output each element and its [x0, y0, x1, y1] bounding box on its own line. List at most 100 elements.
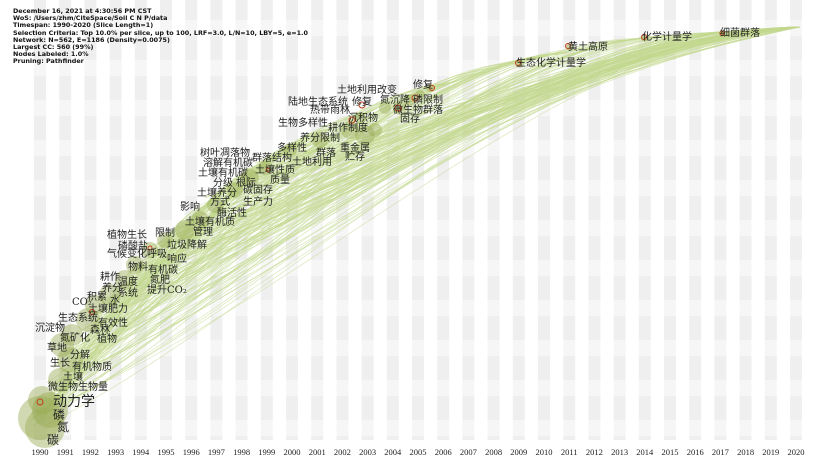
keyword-label[interactable]: 多样性: [277, 143, 307, 154]
keyword-label[interactable]: 生态系统: [58, 313, 98, 324]
keyword-node[interactable]: [241, 169, 259, 187]
keyword-label[interactable]: 土地利用改变: [337, 85, 397, 96]
keyword-label[interactable]: 修复: [352, 97, 372, 108]
keyword-label[interactable]: 磷酸盐: [118, 241, 148, 252]
keyword-node[interactable]: [354, 112, 366, 124]
keyword-node[interactable]: [404, 94, 416, 106]
keyword-node[interactable]: [126, 256, 144, 274]
keyword-label[interactable]: 陆地生态系统: [288, 97, 348, 108]
keyword-label[interactable]: 群落结构: [252, 153, 292, 164]
keyword-label[interactable]: 草地: [47, 343, 67, 354]
keyword-label[interactable]: 重金属: [340, 143, 370, 154]
keyword-label[interactable]: 养分: [102, 283, 122, 294]
keyword-label[interactable]: 系统: [118, 288, 138, 299]
keyword-node[interactable]: [99, 284, 121, 306]
keyword-label[interactable]: 植物: [97, 334, 117, 345]
keyword-node[interactable]: [32, 392, 68, 428]
keyword-label[interactable]: 物料: [128, 262, 148, 273]
keyword-label[interactable]: 有机碳: [148, 265, 178, 276]
keyword-label[interactable]: 微生物生物量: [48, 382, 108, 393]
keyword-label[interactable]: 碳: [47, 433, 60, 447]
keyword-label[interactable]: 根际: [236, 178, 256, 189]
keyword-label[interactable]: 植物生长: [107, 230, 147, 241]
keyword-label[interactable]: 细菌群落: [720, 28, 760, 39]
keyword-label[interactable]: 森林: [90, 325, 110, 336]
keyword-label[interactable]: 水: [110, 295, 120, 306]
keyword-label[interactable]: 修复: [413, 80, 433, 91]
keyword-label[interactable]: 气候变化: [107, 249, 147, 260]
keyword-node[interactable]: [312, 132, 328, 148]
keyword-node[interactable]: [368, 123, 382, 137]
keyword-node[interactable]: [25, 408, 65, 448]
keyword-label[interactable]: 限制: [155, 228, 175, 239]
keyword-label[interactable]: 溶解有机碳: [203, 158, 253, 169]
keyword-label[interactable]: 耕作: [100, 272, 120, 283]
keyword-node[interactable]: [641, 34, 649, 42]
keyword-label[interactable]: 动力学: [53, 394, 95, 410]
keyword-label[interactable]: 影响: [180, 202, 200, 213]
keyword-label[interactable]: 树叶凋落物: [200, 148, 250, 159]
keyword-label[interactable]: 生态化学计量学: [516, 58, 586, 69]
keyword-label[interactable]: 积累: [87, 292, 107, 303]
keyword-label[interactable]: 微生物群落: [393, 105, 443, 116]
keyword-label[interactable]: 氮矿化: [60, 333, 90, 344]
keyword-label[interactable]: 有效性: [98, 318, 128, 329]
keyword-label[interactable]: 氮肥: [150, 275, 170, 286]
keyword-label[interactable]: 土地利用: [292, 157, 332, 168]
keyword-label[interactable]: 热带雨林: [310, 105, 350, 116]
keyword-label[interactable]: 土壤: [63, 372, 83, 383]
keyword-label[interactable]: 氮: [57, 420, 70, 434]
keyword-label[interactable]: 酶活性: [217, 208, 247, 219]
keyword-label[interactable]: 呼吸: [147, 249, 167, 260]
keyword-label[interactable]: 土壤肥力: [88, 304, 128, 315]
keyword-label[interactable]: 土壤有机质: [185, 217, 235, 228]
keyword-label[interactable]: 沉积物: [348, 113, 378, 124]
keyword-node[interactable]: [355, 125, 375, 145]
keyword-label[interactable]: 土壤性质: [255, 165, 295, 176]
keyword-node[interactable]: [157, 232, 173, 248]
keyword-label[interactable]: 质量: [270, 175, 290, 186]
keyword-node[interactable]: [341, 121, 359, 139]
keyword-label[interactable]: 贮存: [345, 152, 365, 163]
keyword-node[interactable]: [175, 220, 195, 240]
keyword-label[interactable]: 耕作制度: [328, 123, 368, 134]
keyword-node[interactable]: [48, 368, 72, 392]
keyword-node[interactable]: [61, 324, 83, 346]
keyword-label[interactable]: 管理: [193, 227, 213, 238]
keyword-node[interactable]: [50, 333, 74, 357]
keyword-label[interactable]: 氮沉降: [380, 95, 410, 106]
keyword-label[interactable]: 温度: [118, 277, 138, 288]
keyword-node[interactable]: [207, 197, 223, 213]
keyword-node[interactable]: [57, 347, 83, 373]
keyword-label[interactable]: 土壤养分: [197, 188, 237, 199]
keyword-label[interactable]: 方式: [210, 197, 230, 208]
keyword-label[interactable]: 沉淀物: [35, 323, 65, 334]
keyword-node[interactable]: [379, 102, 391, 114]
keyword-node[interactable]: [18, 396, 62, 440]
keyword-label[interactable]: 磷限制: [413, 95, 443, 106]
keyword-label[interactable]: 分解: [70, 350, 90, 361]
keyword-label[interactable]: 有机物质: [72, 362, 112, 373]
keyword-label[interactable]: 生产力: [243, 197, 273, 208]
keyword-label[interactable]: 垃圾降解: [167, 240, 207, 251]
keyword-node[interactable]: [227, 182, 243, 198]
keyword-label[interactable]: 提升CO₂: [147, 285, 187, 296]
keyword-node[interactable]: [191, 211, 209, 229]
keyword-label[interactable]: 化学计量学: [642, 32, 692, 43]
keyword-label[interactable]: 养分限制: [300, 133, 340, 144]
keyword-label[interactable]: 固存: [400, 114, 420, 125]
keyword-label[interactable]: 响应: [167, 254, 187, 265]
keyword-node[interactable]: [115, 270, 135, 290]
keyword-label[interactable]: 生物多样性: [278, 118, 328, 129]
keyword-label[interactable]: 群落: [316, 148, 336, 159]
keyword-label[interactable]: 生长: [50, 358, 70, 369]
keyword-node[interactable]: [283, 143, 297, 157]
keyword-label[interactable]: 土壤有机碳: [198, 168, 248, 179]
keyword-label[interactable]: 磷: [53, 408, 66, 422]
keyword-label[interactable]: CO₂: [72, 297, 92, 308]
keyword-node[interactable]: [393, 101, 407, 115]
keyword-label[interactable]: 黄土高原: [568, 42, 608, 53]
keyword-label[interactable]: 分级: [213, 178, 233, 189]
